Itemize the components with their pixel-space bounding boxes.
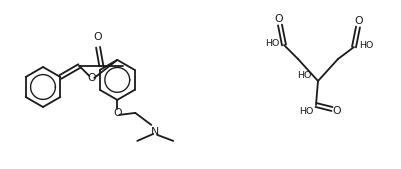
Text: HO: HO [297,70,311,79]
Text: HO: HO [300,107,314,116]
Text: O: O [355,17,363,27]
Text: N: N [151,127,160,137]
Text: HO: HO [265,39,279,47]
Text: O: O [94,32,102,42]
Text: O: O [87,73,95,83]
Text: O: O [113,108,122,118]
Text: O: O [333,106,341,116]
Text: HO: HO [359,41,373,50]
Text: O: O [275,15,284,25]
